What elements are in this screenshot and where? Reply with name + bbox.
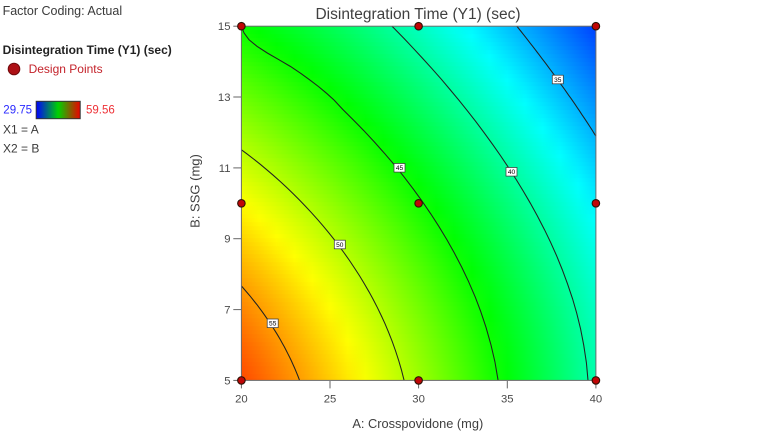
svg-text:Design Points: Design Points xyxy=(29,62,103,76)
svg-text:Factor Coding: Actual: Factor Coding: Actual xyxy=(3,4,123,18)
svg-text:59.56: 59.56 xyxy=(86,105,115,117)
svg-text:45: 45 xyxy=(396,165,404,172)
svg-text:30: 30 xyxy=(412,393,425,405)
svg-text:35: 35 xyxy=(554,77,562,84)
svg-text:9: 9 xyxy=(224,234,230,246)
svg-text:7: 7 xyxy=(224,305,230,317)
svg-text:40: 40 xyxy=(590,393,603,405)
svg-text:20: 20 xyxy=(235,393,248,405)
svg-text:29.75: 29.75 xyxy=(3,105,32,117)
svg-text:11: 11 xyxy=(219,163,231,175)
svg-text:25: 25 xyxy=(324,393,337,405)
svg-text:Disintegration Time (Y1) (sec): Disintegration Time (Y1) (sec) xyxy=(315,6,520,23)
svg-text:5: 5 xyxy=(224,375,230,387)
svg-text:Disintegration Time (Y1) (sec): Disintegration Time (Y1) (sec) xyxy=(3,43,172,57)
svg-text:35: 35 xyxy=(501,393,514,405)
svg-text:50: 50 xyxy=(336,242,344,249)
svg-text:15: 15 xyxy=(218,21,231,33)
svg-text:A: Crosspovidone (mg): A: Crosspovidone (mg) xyxy=(352,416,483,431)
svg-text:X2 = B: X2 = B xyxy=(3,141,39,155)
svg-text:40: 40 xyxy=(508,169,516,176)
svg-text:X1 = A: X1 = A xyxy=(3,123,39,137)
svg-text:55: 55 xyxy=(269,321,277,328)
svg-text:13: 13 xyxy=(218,92,231,104)
svg-text:B: SSG (mg): B: SSG (mg) xyxy=(188,154,203,228)
